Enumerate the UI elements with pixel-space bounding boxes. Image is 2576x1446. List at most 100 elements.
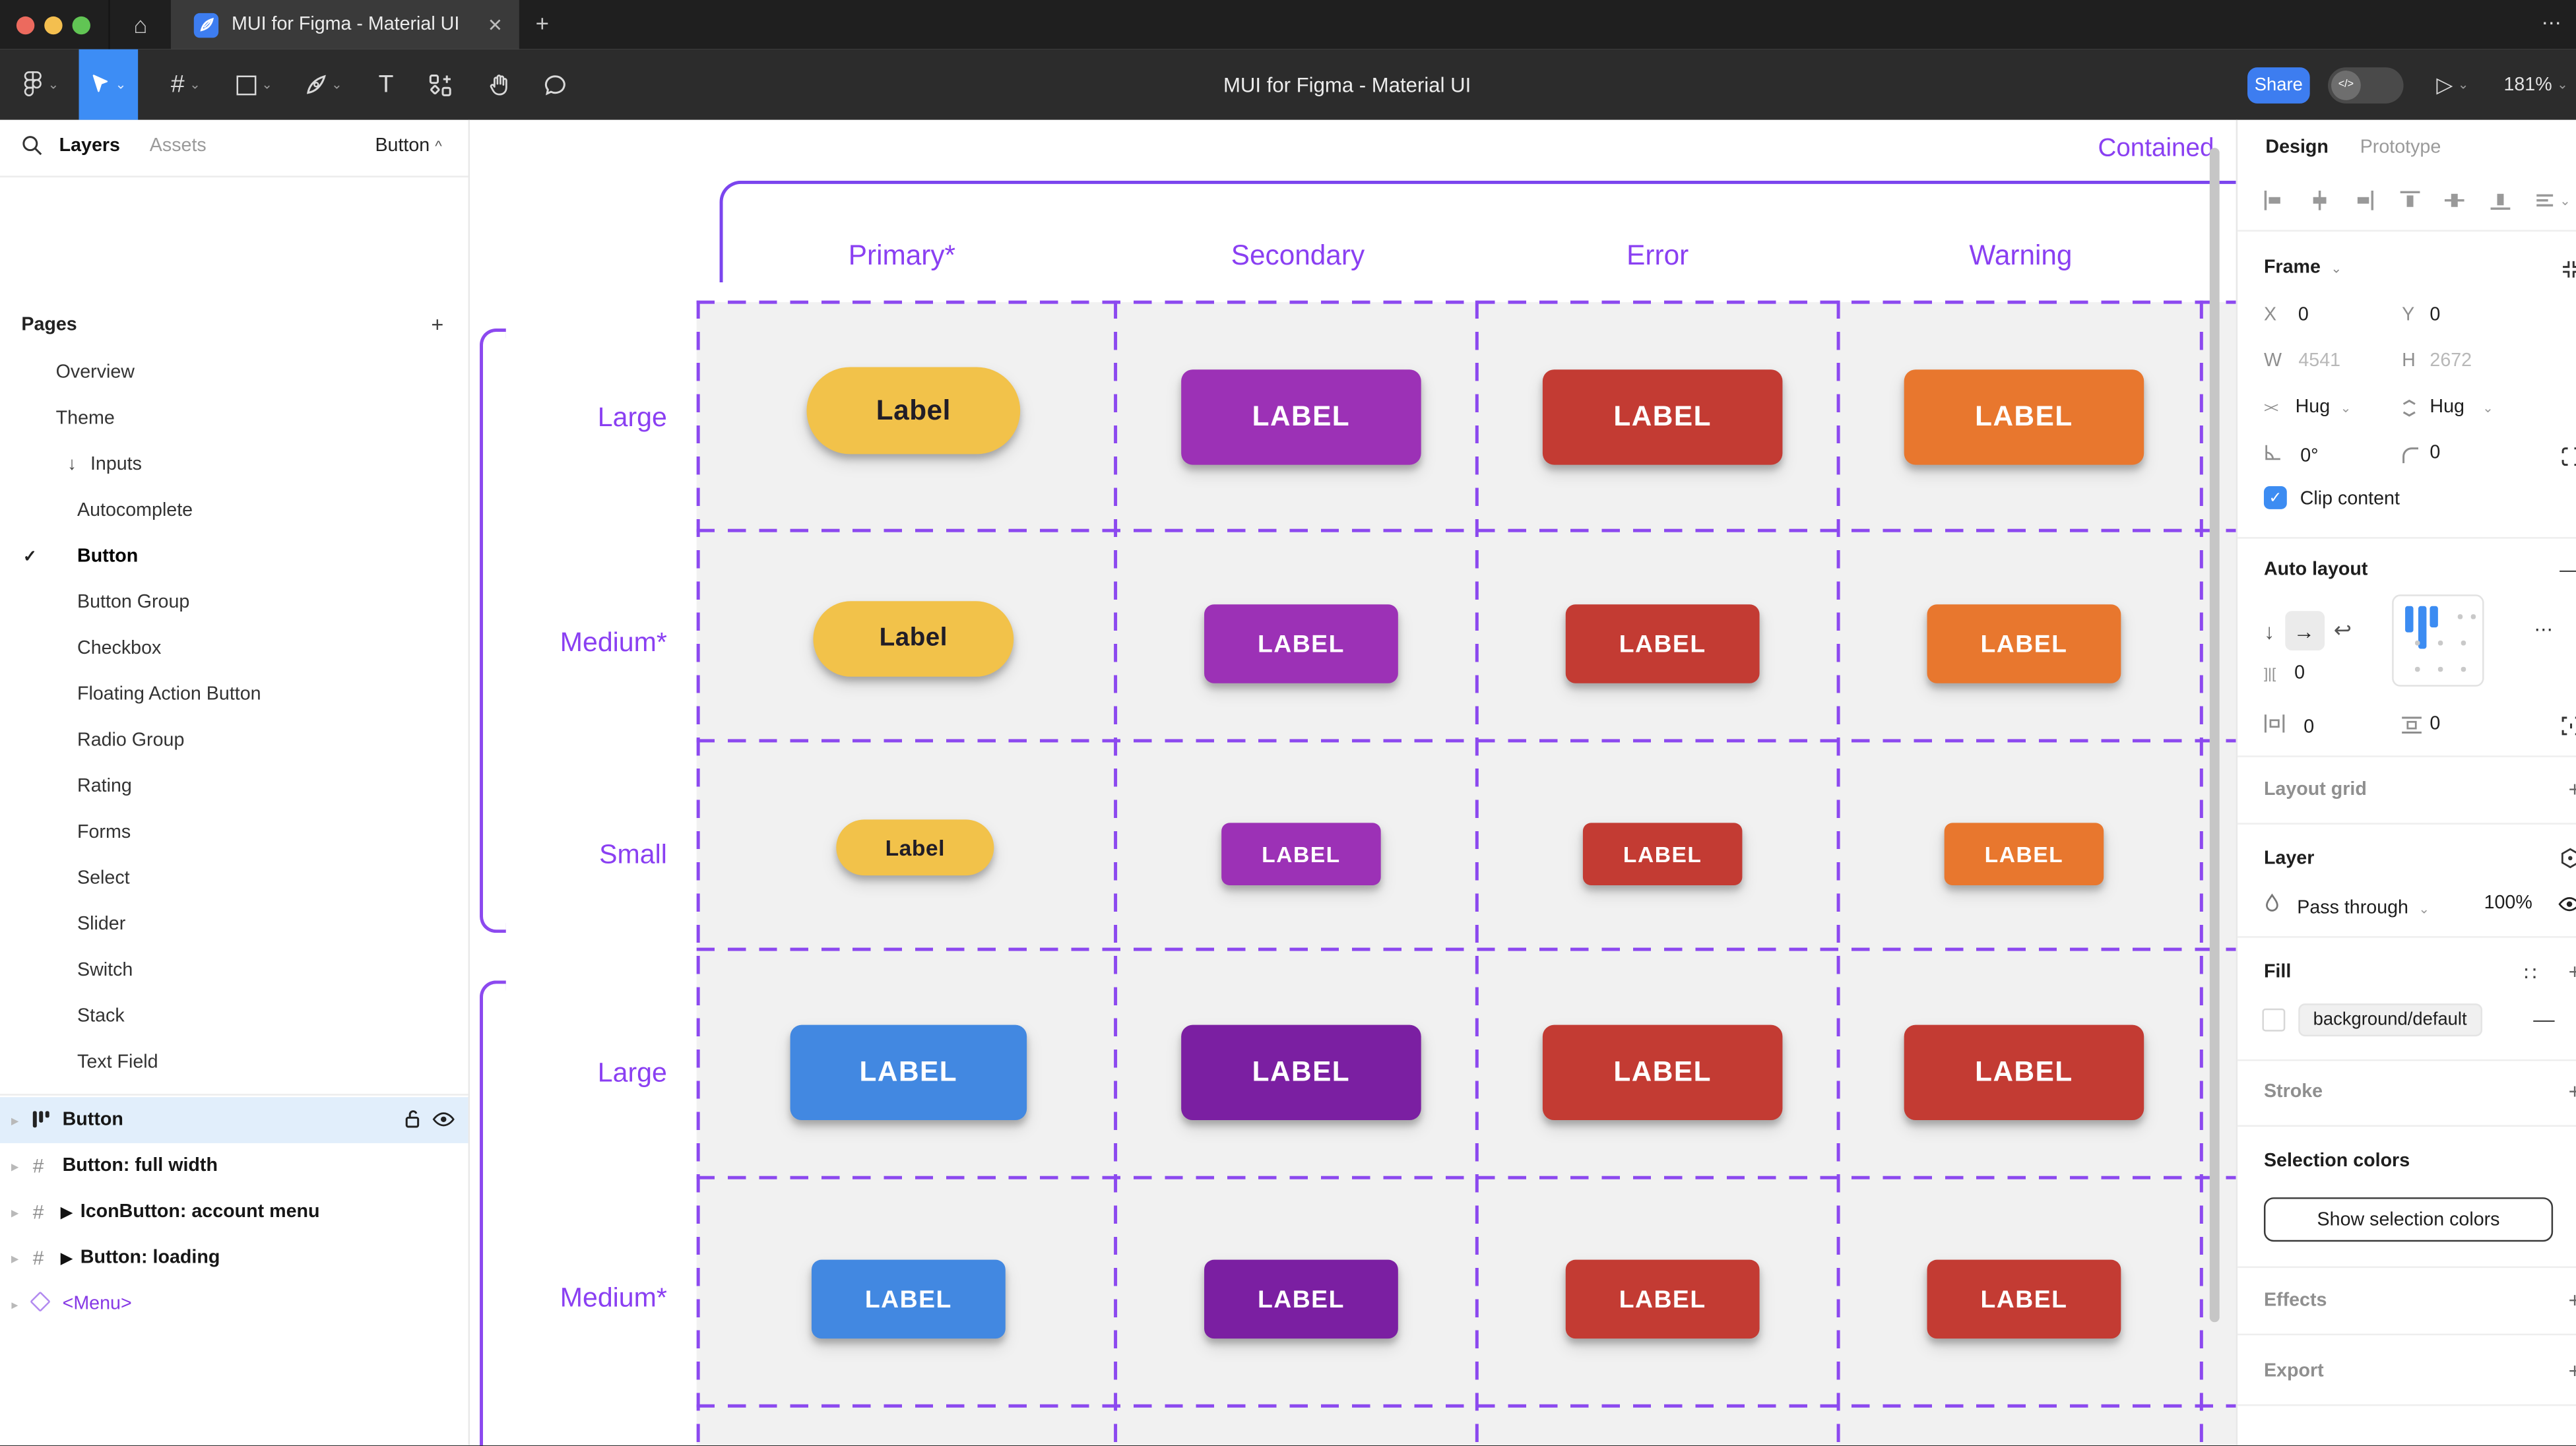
independent-corners-icon[interactable] bbox=[2561, 447, 2576, 466]
canvas-vertical-scrollbar[interactable] bbox=[2209, 148, 2220, 1323]
rotation-value[interactable]: 0° bbox=[2300, 447, 2319, 467]
add-layout-grid-button[interactable]: + bbox=[2569, 777, 2576, 802]
add-stroke-button[interactable]: + bbox=[2569, 1079, 2576, 1104]
button-secondary-dark-large[interactable]: LABEL bbox=[1181, 1024, 1421, 1121]
zoom-menu-button[interactable]: 181% ⌄ bbox=[2503, 49, 2567, 120]
align-bottom-icon[interactable] bbox=[2490, 191, 2510, 210]
layer-visibility-eye-icon[interactable] bbox=[2558, 895, 2576, 913]
dev-mode-toggle[interactable]: </> bbox=[2328, 66, 2404, 103]
button-warning-large[interactable]: LABEL bbox=[1904, 369, 2144, 465]
auto-layout-horizontal-icon[interactable]: → bbox=[2284, 611, 2324, 650]
eye-icon[interactable] bbox=[432, 1110, 455, 1127]
button-warning-soft-small[interactable]: Label bbox=[836, 819, 994, 876]
x-position-value[interactable]: 0 bbox=[2298, 305, 2309, 325]
align-vertical-center-icon[interactable] bbox=[2444, 191, 2464, 210]
auto-layout-more-icon[interactable]: ⋯ bbox=[2534, 621, 2555, 641]
expand-chevron-icon[interactable]: ▸ bbox=[11, 1250, 18, 1266]
collapse-panel-icon[interactable] bbox=[2561, 259, 2576, 279]
expand-chevron-icon[interactable]: ▸ bbox=[11, 1296, 18, 1312]
button-error-large-3[interactable]: LABEL bbox=[1904, 1024, 2144, 1121]
sidebar-page-slider[interactable]: Slider bbox=[77, 914, 126, 935]
move-tool-button[interactable]: ⌄ bbox=[79, 49, 139, 120]
tab-assets[interactable]: Assets bbox=[149, 136, 207, 156]
layer-row-button[interactable]: ▸ Button bbox=[0, 1097, 468, 1143]
button-warning-small[interactable]: LABEL bbox=[1944, 823, 2104, 886]
home-tab-button[interactable]: ⌂ bbox=[108, 0, 171, 49]
search-icon[interactable] bbox=[21, 135, 42, 156]
opacity-value[interactable]: 100% bbox=[2484, 893, 2532, 914]
button-primary-medium[interactable]: LABEL bbox=[811, 1259, 1006, 1339]
independent-padding-icon[interactable] bbox=[2561, 716, 2576, 736]
sidebar-page-button-group[interactable]: Button Group bbox=[77, 592, 190, 613]
button-secondary-large[interactable]: LABEL bbox=[1181, 369, 1421, 465]
fill-styles-icon[interactable]: ∷ bbox=[2524, 962, 2537, 986]
button-error-small[interactable]: LABEL bbox=[1582, 823, 1743, 886]
horizontal-padding-value[interactable]: 0 bbox=[2303, 718, 2315, 738]
sidebar-page-theme[interactable]: Theme bbox=[55, 408, 115, 429]
button-error-medium-3[interactable]: LABEL bbox=[1927, 1259, 2121, 1339]
fill-color-swatch[interactable] bbox=[2262, 1008, 2286, 1032]
sidebar-page-radio-group[interactable]: Radio Group bbox=[77, 730, 185, 751]
tab-close-icon[interactable]: ✕ bbox=[487, 15, 503, 36]
align-left-icon[interactable] bbox=[2264, 190, 2284, 210]
add-export-button[interactable]: + bbox=[2569, 1358, 2576, 1383]
remove-fill-button[interactable]: — bbox=[2533, 1007, 2555, 1032]
sidebar-page-checkbox[interactable]: Checkbox bbox=[77, 639, 162, 659]
sidebar-page-forms[interactable]: Forms bbox=[77, 823, 131, 843]
align-top-icon[interactable] bbox=[2399, 191, 2420, 210]
frame-title-contained[interactable]: Contained bbox=[2098, 135, 2214, 163]
window-more-icon[interactable]: ⋯ bbox=[2541, 11, 2563, 35]
sidebar-page-inputs[interactable]: ↓ Inputs bbox=[67, 455, 142, 475]
tab-design[interactable]: Design bbox=[2265, 138, 2329, 158]
sidebar-page-switch[interactable]: Switch bbox=[77, 960, 133, 981]
height-value[interactable]: 2672 bbox=[2430, 351, 2472, 371]
button-error-large-2[interactable]: LABEL bbox=[1542, 1024, 1783, 1121]
traffic-zoom-button[interactable] bbox=[72, 15, 90, 34]
layer-row-menu-instance[interactable]: ▸ <Menu> bbox=[0, 1281, 468, 1327]
item-spacing-value[interactable]: 0 bbox=[2294, 663, 2305, 683]
layer-row-iconbutton-account-menu[interactable]: ▸ # ▶ IconButton: account menu bbox=[11, 1199, 320, 1223]
auto-layout-alignment-widget[interactable] bbox=[2392, 594, 2484, 687]
corner-radius-value[interactable]: 0 bbox=[2430, 443, 2441, 464]
auto-layout-wrap-icon[interactable]: ↩ bbox=[2333, 617, 2352, 643]
hug-horizontal-value[interactable]: Hug bbox=[2295, 397, 2331, 418]
sidebar-page-fab[interactable]: Floating Action Button bbox=[77, 685, 261, 705]
layer-row-button-full-width[interactable]: ▸ # Button: full width bbox=[11, 1154, 218, 1177]
canvas[interactable]: Contained Primary* Secondary Error Warni… bbox=[470, 119, 2236, 1446]
unlock-icon[interactable] bbox=[402, 1109, 422, 1130]
sidebar-page-rating[interactable]: Rating bbox=[77, 776, 132, 797]
move-chevron-icon[interactable]: ⌄ bbox=[115, 77, 127, 92]
hand-tool-button[interactable] bbox=[473, 49, 526, 120]
share-button[interactable]: Share bbox=[2247, 66, 2310, 103]
add-page-button[interactable]: + bbox=[431, 312, 444, 337]
button-warning-soft-large[interactable]: Label bbox=[806, 367, 1021, 455]
button-error-medium-2[interactable]: LABEL bbox=[1565, 1259, 1760, 1339]
clip-content-checkbox[interactable]: ✓ bbox=[2263, 486, 2287, 509]
current-page-selector[interactable]: Button ^ bbox=[375, 136, 442, 156]
remove-auto-layout-button[interactable]: — bbox=[2560, 557, 2576, 581]
button-primary-large[interactable]: LABEL bbox=[790, 1024, 1027, 1121]
add-effect-button[interactable]: + bbox=[2569, 1288, 2576, 1312]
button-warning-medium[interactable]: LABEL bbox=[1927, 604, 2121, 683]
align-horizontal-center-icon[interactable] bbox=[2309, 190, 2329, 210]
sidebar-page-text-field[interactable]: Text Field bbox=[77, 1052, 158, 1073]
button-secondary-medium[interactable]: LABEL bbox=[1204, 604, 1398, 683]
frame-tool-button[interactable]: # ⌄ bbox=[158, 49, 214, 120]
sidebar-page-autocomplete[interactable]: Autocomplete bbox=[77, 501, 193, 521]
add-fill-button[interactable]: + bbox=[2569, 959, 2576, 984]
file-tab[interactable]: MUI for Figma - Material UI ✕ bbox=[170, 0, 519, 49]
tab-layers[interactable]: Layers bbox=[59, 136, 120, 156]
button-error-medium[interactable]: LABEL bbox=[1565, 604, 1760, 683]
resources-tool-button[interactable] bbox=[414, 49, 467, 120]
align-right-icon[interactable] bbox=[2354, 190, 2374, 210]
width-value[interactable]: 4541 bbox=[2298, 351, 2341, 371]
present-button[interactable]: ▷ ⌄ bbox=[2436, 49, 2468, 120]
button-warning-soft-medium[interactable]: Label bbox=[813, 601, 1014, 677]
blend-mode-value[interactable]: Pass through bbox=[2297, 898, 2408, 918]
traffic-minimize-button[interactable] bbox=[44, 15, 63, 34]
sidebar-page-button[interactable]: ✓ Button bbox=[22, 547, 139, 567]
sidebar-page-select[interactable]: Select bbox=[77, 869, 130, 889]
layer-row-button-loading[interactable]: ▸ # ▶ Button: loading bbox=[11, 1245, 220, 1269]
expand-chevron-icon[interactable]: ▸ bbox=[11, 1158, 18, 1174]
text-tool-button[interactable]: T bbox=[362, 49, 411, 120]
